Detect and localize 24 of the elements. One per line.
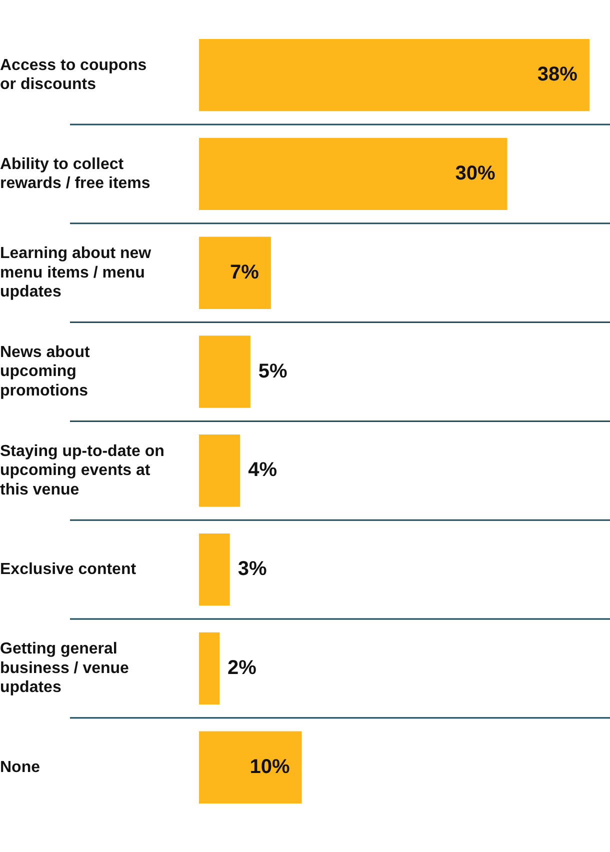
data-label: 38% bbox=[537, 64, 578, 86]
bar bbox=[199, 38, 590, 112]
y-tick-label: Access to coupons or discounts bbox=[0, 56, 147, 94]
y-tick-label: News about upcoming promotions bbox=[0, 344, 90, 400]
y-tick-label: Ability to collect rewards / free items bbox=[0, 156, 150, 192]
bar bbox=[199, 434, 240, 507]
data-label: 2% bbox=[228, 656, 257, 679]
data-label: 5% bbox=[258, 360, 288, 382]
y-tick-label: None bbox=[0, 758, 40, 776]
data-label: 3% bbox=[238, 558, 267, 580]
y-tick-label: Exclusive content bbox=[0, 560, 137, 578]
bar bbox=[199, 533, 230, 606]
bar bbox=[199, 632, 220, 705]
data-label: 30% bbox=[455, 162, 496, 184]
bar bbox=[199, 731, 302, 804]
y-tick-label: Learning about new menu items / menu updates bbox=[0, 245, 152, 300]
bar bbox=[199, 138, 508, 210]
bar bbox=[199, 236, 271, 309]
data-label: 4% bbox=[248, 459, 278, 482]
data-label: 7% bbox=[230, 261, 260, 284]
data-label: 10% bbox=[250, 756, 290, 778]
y-tick-label: Staying up-to-date on upcoming events at this venue bbox=[0, 442, 164, 498]
y-tick-label: Getting general business / venue updates bbox=[0, 640, 130, 696]
bar bbox=[199, 336, 250, 408]
